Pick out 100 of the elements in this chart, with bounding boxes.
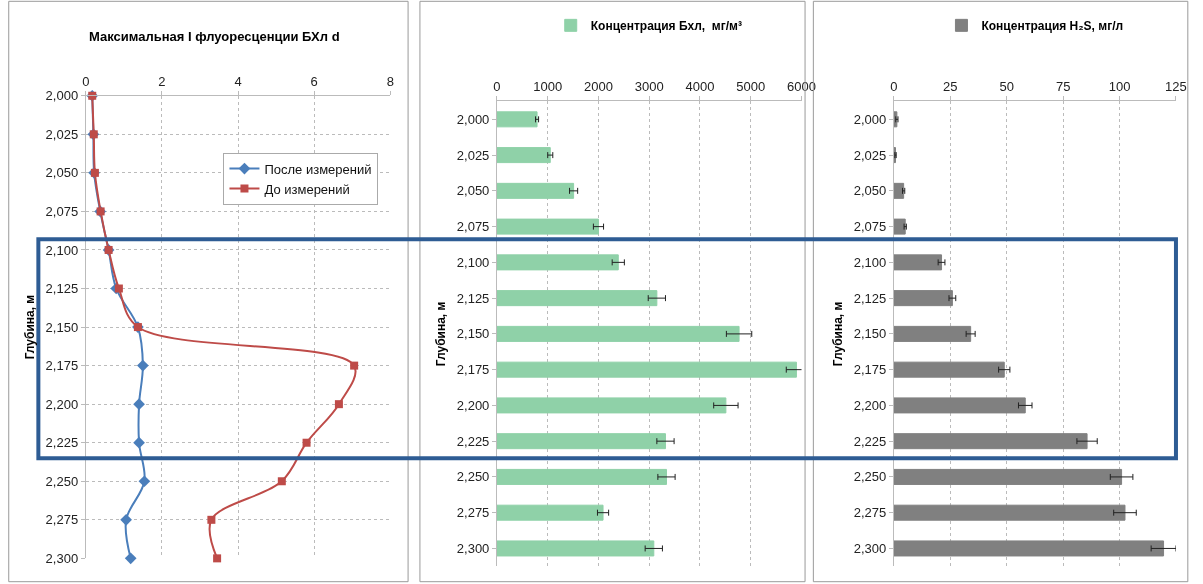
y-tick-label: 2,250 bbox=[45, 473, 79, 489]
y-tick-label: 2,025 bbox=[853, 147, 887, 163]
chart-title: Максимальная I флуоресценции БХл d bbox=[89, 29, 340, 44]
legend-label: После измерений bbox=[264, 161, 372, 177]
y-tick-label: 2,275 bbox=[853, 505, 887, 521]
y-tick-label: 2,050 bbox=[853, 183, 887, 199]
y-tick-label: 2,125 bbox=[45, 281, 79, 297]
point bbox=[334, 400, 343, 409]
bar bbox=[496, 433, 666, 450]
bar bbox=[893, 290, 953, 307]
y-tick-label: 2,075 bbox=[45, 203, 79, 219]
x-tick-label: 2000 bbox=[584, 79, 613, 95]
x-tick-label: 2 bbox=[158, 73, 166, 89]
y-tick-label: 2,200 bbox=[45, 396, 79, 412]
y-axis-title: Глубина, м bbox=[434, 301, 449, 367]
point bbox=[302, 438, 311, 447]
y-tick-label: 2,150 bbox=[853, 326, 887, 342]
y-tick-label: 2,175 bbox=[45, 358, 79, 374]
y-tick-label: 2,225 bbox=[45, 435, 79, 451]
y-tick-label: 2,025 bbox=[45, 126, 79, 142]
y-tick-label: 2,300 bbox=[853, 540, 887, 556]
bar bbox=[893, 468, 1123, 485]
bar bbox=[496, 218, 599, 235]
x-tick-label: 5000 bbox=[736, 79, 766, 95]
x-tick-label: 125 bbox=[1165, 79, 1187, 95]
bar bbox=[496, 361, 797, 378]
y-tick-label: 2,250 bbox=[456, 469, 490, 485]
y-tick-label: 2,175 bbox=[853, 362, 887, 378]
point bbox=[213, 554, 222, 563]
bar bbox=[893, 254, 943, 271]
y-tick-label: 2,125 bbox=[456, 290, 490, 306]
y-tick-label: 2,225 bbox=[456, 433, 490, 449]
y-tick-label: 2,050 bbox=[456, 183, 490, 199]
bar bbox=[496, 254, 619, 271]
bar bbox=[496, 504, 604, 521]
x-tick-label: 4 bbox=[234, 73, 242, 89]
y-tick-label: 2,100 bbox=[456, 254, 490, 270]
x-tick-label: 0 bbox=[82, 73, 90, 89]
y-tick-label: 2,225 bbox=[853, 433, 887, 449]
point bbox=[138, 475, 151, 488]
x-tick-label: 3000 bbox=[634, 79, 664, 95]
x-tick-label: 50 bbox=[999, 79, 1014, 95]
point bbox=[114, 284, 123, 293]
legend-label: Концентрация Бхл, мг/м³ bbox=[590, 19, 742, 34]
bar bbox=[496, 540, 655, 557]
y-tick-label: 2,000 bbox=[853, 111, 887, 127]
x-tick-label: 6 bbox=[310, 73, 318, 89]
point bbox=[133, 398, 145, 411]
x-tick-label: 1000 bbox=[533, 79, 563, 95]
bar bbox=[496, 397, 727, 414]
y-tick-label: 2,000 bbox=[45, 88, 79, 104]
y-tick-label: 2,200 bbox=[456, 397, 490, 413]
y-tick-label: 2,250 bbox=[853, 469, 887, 485]
bar bbox=[893, 540, 1165, 557]
bar bbox=[496, 325, 740, 342]
y-tick-label: 2,100 bbox=[853, 254, 887, 270]
x-tick-label: 25 bbox=[943, 79, 958, 95]
bar bbox=[893, 397, 1026, 414]
bar bbox=[893, 182, 905, 199]
x-tick-label: 75 bbox=[1055, 79, 1071, 95]
bar bbox=[496, 182, 575, 199]
legend-label: До измерений bbox=[264, 181, 350, 197]
point bbox=[137, 359, 149, 372]
y-axis-title: Глубина, м bbox=[22, 294, 37, 360]
bar bbox=[496, 111, 538, 128]
bar bbox=[496, 468, 667, 485]
y-tick-label: 2,100 bbox=[45, 242, 79, 258]
bar bbox=[893, 504, 1126, 521]
point bbox=[207, 515, 216, 524]
x-tick-label: 0 bbox=[493, 79, 501, 95]
y-tick-label: 2,025 bbox=[456, 147, 490, 163]
bar bbox=[893, 361, 1005, 378]
y-tick-label: 2,000 bbox=[456, 111, 490, 127]
bar bbox=[893, 325, 972, 342]
x-tick-label: 0 bbox=[890, 79, 898, 95]
x-tick-label: 100 bbox=[1108, 79, 1131, 95]
point bbox=[277, 477, 286, 486]
y-tick-label: 2,275 bbox=[456, 505, 490, 521]
y-tick-label: 2,075 bbox=[456, 219, 490, 235]
y-tick-label: 2,150 bbox=[45, 319, 79, 335]
y-tick-label: 2,200 bbox=[853, 397, 887, 413]
x-tick-label: 6000 bbox=[787, 79, 816, 95]
x-tick-label: 8 bbox=[386, 73, 394, 89]
point bbox=[133, 436, 145, 449]
legend-label: Концентрация H₂S, мг/л bbox=[981, 19, 1124, 34]
bar bbox=[893, 218, 906, 235]
y-tick-label: 2,150 bbox=[456, 326, 490, 342]
y-tick-label: 2,275 bbox=[45, 512, 79, 528]
y-tick-label: 2,300 bbox=[45, 550, 79, 566]
x-tick-label: 4000 bbox=[685, 79, 715, 95]
y-tick-label: 2,075 bbox=[853, 219, 887, 235]
bar bbox=[496, 290, 658, 307]
bar bbox=[893, 433, 1088, 450]
point bbox=[124, 552, 137, 565]
y-tick-label: 2,300 bbox=[456, 540, 490, 556]
y-tick-label: 2,125 bbox=[853, 290, 887, 306]
y-tick-label: 2,175 bbox=[456, 362, 490, 378]
y-tick-label: 2,050 bbox=[45, 165, 79, 181]
y-axis-title: Глубина, м bbox=[831, 301, 846, 367]
point bbox=[350, 361, 359, 370]
